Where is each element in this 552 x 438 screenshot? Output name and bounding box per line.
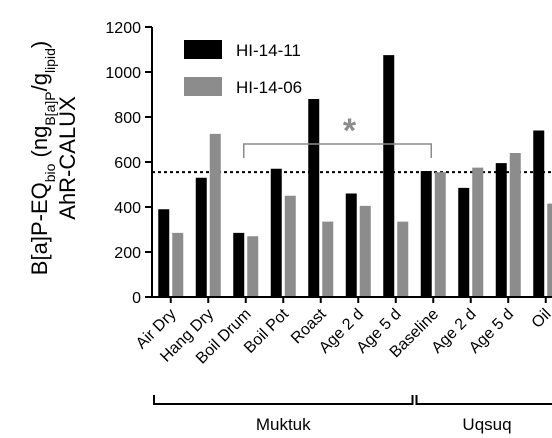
y-tick-label: 1200 bbox=[105, 20, 141, 37]
legend-label: HI-14-06 bbox=[236, 78, 302, 97]
bar-hi-14-11 bbox=[533, 130, 545, 297]
significance-star: * bbox=[343, 112, 357, 150]
y-tick-label: 0 bbox=[132, 290, 141, 307]
bar-hi-14-06 bbox=[434, 172, 446, 297]
significance-bracket bbox=[243, 143, 432, 158]
y-tick-label: 800 bbox=[114, 110, 141, 127]
bar-hi-14-11 bbox=[383, 55, 395, 297]
group-label: Muktuk bbox=[256, 415, 311, 434]
bar-hi-14-11 bbox=[458, 187, 470, 297]
bar-hi-14-06 bbox=[547, 203, 552, 297]
bar-hi-14-06 bbox=[509, 153, 521, 297]
bar-hi-14-06 bbox=[397, 221, 409, 297]
legend-label: HI-14-11 bbox=[236, 41, 301, 60]
y-tick-label: 400 bbox=[114, 200, 141, 217]
bar-hi-14-06 bbox=[247, 236, 259, 297]
bar-hi-14-06 bbox=[284, 195, 296, 297]
y-tick-label: 1000 bbox=[105, 65, 141, 82]
bar-hi-14-11 bbox=[345, 193, 357, 297]
y-axis-label-line2: AhR-CALUX bbox=[55, 96, 80, 220]
y-tick-label: 600 bbox=[114, 155, 141, 172]
bars-layer bbox=[158, 55, 552, 297]
bar-hi-14-11 bbox=[495, 163, 507, 297]
legend: HI-14-11 HI-14-06 bbox=[184, 40, 302, 97]
group-bracket bbox=[415, 395, 552, 405]
bar-hi-14-11 bbox=[308, 99, 320, 297]
bar-hi-14-11 bbox=[158, 209, 170, 297]
bar-hi-14-06 bbox=[322, 221, 334, 297]
bar-hi-14-06 bbox=[359, 205, 371, 297]
y-tick-label: 200 bbox=[114, 245, 141, 262]
bar-hi-14-06 bbox=[172, 232, 184, 297]
y-axis-title: B[a]P-EQbio (ngB[a]P/glipid)AhR-CALUX bbox=[27, 41, 80, 275]
bar-hi-14-06 bbox=[472, 167, 484, 297]
group-bracket bbox=[153, 395, 414, 405]
legend-swatch bbox=[184, 40, 222, 59]
bar-hi-14-11 bbox=[420, 171, 432, 297]
legend-swatch bbox=[184, 77, 222, 96]
bar-hi-14-11 bbox=[233, 232, 245, 297]
bar-hi-14-11 bbox=[270, 168, 282, 297]
bar-hi-14-11 bbox=[195, 177, 207, 297]
x-category-label: Oil bbox=[529, 306, 552, 332]
group-label: Uqsuq bbox=[462, 415, 511, 434]
annotations-layer: * Muktuk Uqsuq bbox=[153, 112, 552, 434]
y-axis-label: B[a]P-EQbio (ngB[a]P/glipid) bbox=[27, 41, 58, 275]
bar-hi-14-06 bbox=[209, 133, 221, 297]
